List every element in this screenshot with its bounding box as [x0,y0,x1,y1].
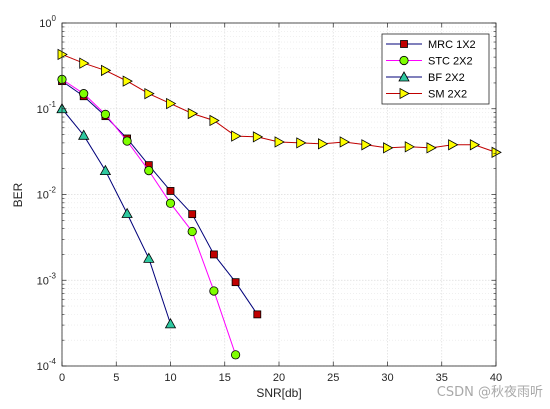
data-point-sm-2x2 [274,136,285,148]
data-point-bf-2x2 [164,318,177,329]
data-point-sm-2x2 [231,130,242,142]
data-point-stc-2x2 [122,136,132,146]
x-tick-label: 25 [327,372,339,384]
x-tick-label: 5 [113,372,119,384]
y-tick-base: 10 [39,18,51,30]
y-tick-exponent: -1 [49,100,57,109]
data-point-sm-2x2 [469,139,481,151]
x-tick-label: 40 [490,372,502,384]
y-axis-label: BER [11,182,25,207]
series-sm-2x2 [57,48,502,159]
data-point-sm-2x2 [448,139,459,151]
legend-marker-mrc-1x2 [400,40,408,48]
data-point-bf-2x2 [78,129,90,140]
data-point-sm-2x2 [491,146,502,159]
data-point-sm-2x2 [252,131,264,143]
data-point-stc-2x2 [79,89,89,99]
y-tick-base: 10 [37,361,49,373]
y-tick-label: 100 [39,14,56,30]
y-tick-exponent: -4 [49,357,57,366]
legend-marker-stc-2x2 [399,55,409,66]
data-point-sm-2x2 [209,114,220,127]
data-point-sm-2x2 [187,107,199,120]
data-point-stc-2x2 [209,286,219,296]
y-tick-exponent: -3 [49,271,57,280]
y-tick-label: 10-3 [37,271,57,287]
legend-label-sm-2x2: SM 2X2 [428,89,467,101]
data-point-sm-2x2 [79,57,90,69]
data-point-mrc-1x2 [253,310,262,319]
tick-marks [61,22,497,367]
legend: MRC 1X2 STC 2X2 BF 2X2 SM 2X2 [381,33,490,105]
data-point-sm-2x2 [101,64,112,77]
x-tick-label: 15 [219,372,231,384]
data-point-sm-2x2 [383,142,394,154]
data-point-sm-2x2 [404,141,416,153]
data-point-bf-2x2 [99,164,112,175]
legend-entry-mrc-1x2: MRC 1X2 [386,39,476,51]
x-tick-label: 0 [59,372,65,384]
y-tick-label: 10-4 [37,357,57,373]
x-tick-label: 20 [273,372,285,384]
data-point-bf-2x2 [143,252,155,263]
legend-marker-sm-2x2 [399,87,410,100]
data-point-mrc-1x2 [188,210,197,219]
legend-label-bf-2x2: BF 2X2 [428,72,465,84]
legend-label-stc-2x2: STC 2X2 [428,56,473,68]
data-point-stc-2x2 [144,165,154,176]
x-tick-label: 10 [164,372,176,384]
data-point-stc-2x2 [231,350,241,360]
x-tick-label: 30 [381,372,393,384]
data-point-sm-2x2 [296,137,307,149]
y-tick-exponent: 0 [52,14,57,23]
series-line-mrc-1x2 [61,80,258,315]
data-point-mrc-1x2 [166,187,175,195]
x-tick-labels: 0 5 10 15 20 25 30 35 40 [59,372,502,384]
data-point-stc-2x2 [187,226,197,237]
series-line-bf-2x2 [61,108,171,325]
data-point-mrc-1x2 [209,250,218,259]
data-point-mrc-1x2 [231,278,240,287]
legend-marker-bf-2x2 [398,71,410,82]
data-point-sm-2x2 [166,97,177,110]
y-tick-label: 10-2 [37,186,57,202]
data-point-stc-2x2 [165,198,176,208]
data-point-sm-2x2 [317,138,329,150]
x-tick-label: 35 [436,372,448,384]
legend-entry-sm-2x2: SM 2X2 [386,87,467,101]
legend-label-mrc-1x2: MRC 1X2 [428,39,476,51]
data-point-sm-2x2 [339,136,350,148]
data-point-sm-2x2 [361,139,372,151]
y-tick-base: 10 [37,190,49,202]
y-tick-base: 10 [37,275,49,287]
data-point-sm-2x2 [426,142,437,154]
watermark: CSDN @秋夜雨听 [437,385,543,400]
legend-entry-stc-2x2: STC 2X2 [386,56,473,68]
legend-entry-bf-2x2: BF 2X2 [386,71,465,84]
data-point-sm-2x2 [144,87,155,100]
data-point-bf-2x2 [121,207,133,218]
series-stc-2x2 [57,74,241,360]
y-tick-label: 10-1 [37,100,57,116]
y-tick-base: 10 [37,104,49,116]
data-point-stc-2x2 [100,109,111,119]
x-axis-label: SNR[db] [256,386,301,400]
y-tick-exponent: -2 [49,186,57,195]
data-point-sm-2x2 [122,75,133,87]
